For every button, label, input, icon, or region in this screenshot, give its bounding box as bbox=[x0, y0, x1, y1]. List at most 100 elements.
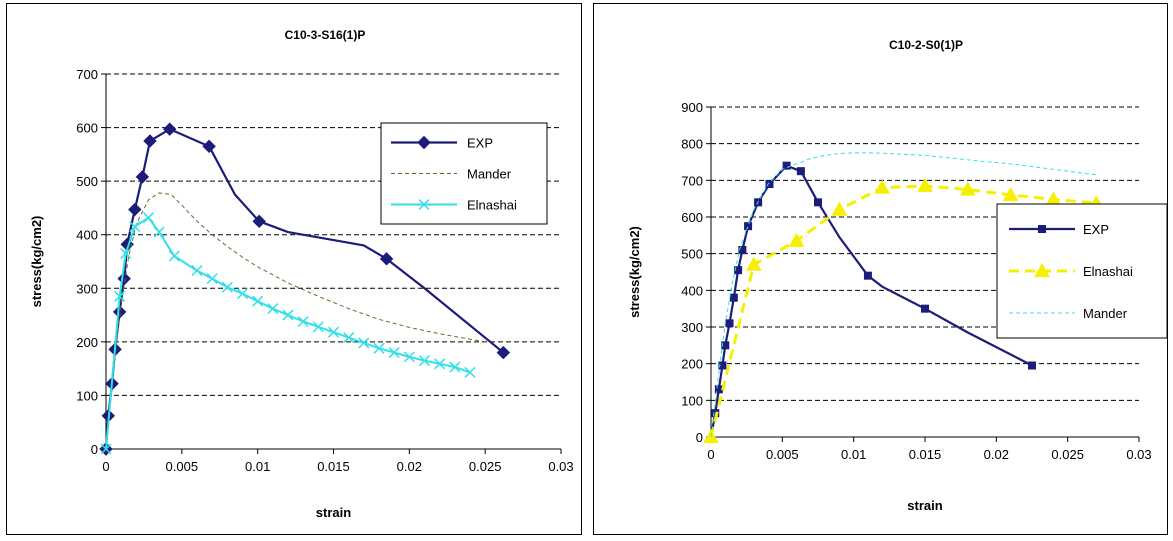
legend: EXP Mander Elnashai bbox=[380, 122, 548, 225]
data-point-elnashai-stroke-b bbox=[434, 358, 446, 370]
data-point-exp bbox=[128, 202, 142, 217]
data-point-elnashai bbox=[403, 351, 415, 363]
chart-panel-left: C10-3-S16(1)P 0 100 200 300 400 500 600 700 0 0.00… bbox=[6, 3, 582, 535]
y-tick-label: 600 bbox=[681, 210, 703, 225]
x-tick-label: 0 bbox=[102, 459, 109, 474]
y-tick-label: 300 bbox=[681, 320, 703, 335]
x-tick-label: 0.005 bbox=[766, 447, 799, 462]
x-tick-label: 0.025 bbox=[469, 459, 502, 474]
legend: EXP Elnashai Mander bbox=[996, 203, 1168, 339]
chart-title: C10-2-S0(1)P bbox=[889, 38, 963, 52]
data-point-elnashai-stroke-b bbox=[327, 326, 340, 338]
x-tick-label: 0.02 bbox=[984, 447, 1009, 462]
data-point-elnashai bbox=[917, 177, 933, 192]
chart-panel-right: C10-2-S0(1)P 0 100 200 300 400 500 600 700 800 900… bbox=[593, 3, 1168, 535]
legend-marker-exp bbox=[1038, 225, 1046, 233]
y-tick-label: 400 bbox=[681, 283, 703, 298]
legend-box bbox=[996, 203, 1168, 339]
data-point-elnashai bbox=[327, 326, 340, 338]
data-point-exp bbox=[1028, 361, 1036, 370]
data-point-elnashai-stroke-b bbox=[221, 281, 233, 293]
x-tick-label: 0.015 bbox=[909, 447, 942, 462]
data-point-elnashai bbox=[388, 347, 400, 359]
x-tick-label: 0.025 bbox=[1051, 447, 1084, 462]
y-tick-label: 600 bbox=[76, 121, 98, 136]
data-point-elnashai bbox=[373, 342, 385, 354]
data-point-exp bbox=[112, 305, 127, 319]
y-tick-label: 400 bbox=[76, 228, 98, 243]
y-tick-label: 300 bbox=[76, 281, 98, 296]
data-point-elnashai-stroke-b bbox=[449, 361, 461, 373]
x-tick-label: 0.01 bbox=[841, 447, 866, 462]
chart-right-svg: C10-2-S0(1)P 0 100 200 300 400 500 600 700 800 900… bbox=[627, 38, 1168, 513]
data-point-elnashai bbox=[168, 250, 180, 262]
y-tick-label: 700 bbox=[681, 173, 703, 188]
data-point-exp bbox=[814, 198, 822, 207]
series-line-elnashai bbox=[105, 216, 471, 450]
data-point-exp bbox=[117, 271, 131, 286]
data-point-elnashai-stroke-b bbox=[100, 443, 112, 455]
data-point-elnashai bbox=[434, 358, 446, 370]
legend-marker-elnashai bbox=[418, 198, 430, 211]
data-point-elnashai-stroke-b bbox=[252, 295, 264, 307]
series-mander bbox=[710, 152, 1097, 438]
data-point-exp bbox=[782, 161, 791, 170]
data-point-elnashai-stroke-b bbox=[142, 212, 154, 224]
x-tick-label: 0.01 bbox=[245, 459, 270, 474]
data-point-elnashai-stroke-b bbox=[114, 290, 126, 302]
y-tick-label: 700 bbox=[76, 67, 98, 82]
data-point-elnashai bbox=[120, 247, 132, 259]
chart-title: C10-3-S16(1)P bbox=[285, 28, 366, 42]
data-point-exp bbox=[721, 341, 730, 350]
data-point-exp bbox=[252, 214, 266, 229]
data-point-elnashai-stroke-b bbox=[282, 309, 294, 321]
data-point-elnashai-stroke-b bbox=[418, 355, 431, 367]
data-point-elnashai bbox=[1002, 186, 1019, 202]
y-tick-label: 100 bbox=[681, 393, 703, 408]
data-point-elnashai-stroke-b bbox=[343, 332, 355, 344]
data-point-elnashai bbox=[788, 232, 805, 247]
data-point-elnashai bbox=[831, 201, 848, 216]
series-line-mander bbox=[710, 152, 1097, 438]
data-point-exp bbox=[135, 170, 150, 184]
data-point-exp bbox=[734, 266, 743, 275]
data-point-elnashai-stroke-b bbox=[206, 273, 218, 285]
data-point-elnashai bbox=[464, 366, 476, 378]
data-point-elnashai-stroke-b bbox=[267, 303, 279, 315]
series-elnashai bbox=[100, 212, 476, 455]
data-point-elnashai bbox=[297, 315, 309, 328]
data-point-elnashai bbox=[206, 273, 218, 285]
data-point-elnashai bbox=[191, 265, 203, 277]
data-point-elnashai bbox=[745, 256, 762, 271]
data-point-elnashai bbox=[449, 361, 461, 373]
data-point-elnashai bbox=[343, 332, 355, 344]
data-point-elnashai-stroke-b bbox=[373, 342, 385, 354]
data-point-elnashai bbox=[418, 355, 431, 367]
data-point-exp bbox=[796, 167, 805, 176]
y-axis-label: stress(kg/cm2) bbox=[29, 216, 44, 308]
legend-label-elnashai: Elnashai bbox=[467, 198, 517, 213]
legend-marker-elnashai-stroke-b bbox=[418, 198, 430, 211]
data-point-elnashai bbox=[142, 212, 154, 224]
x-tick-label: 0.03 bbox=[548, 459, 573, 474]
chart-left-svg: C10-3-S16(1)P 0 100 200 300 400 500 600 700 0 0.00… bbox=[29, 28, 574, 520]
x-tick-label: 0 bbox=[707, 447, 714, 462]
data-point-exp bbox=[738, 246, 747, 254]
data-point-elnashai bbox=[221, 281, 233, 293]
data-point-exp bbox=[725, 319, 734, 328]
y-tick-label: 500 bbox=[681, 247, 703, 262]
data-point-elnashai-stroke-b bbox=[297, 315, 309, 328]
data-point-exp bbox=[729, 293, 738, 302]
data-point-exp bbox=[921, 304, 929, 313]
legend-marker-exp bbox=[417, 135, 431, 150]
data-point-elnashai bbox=[236, 288, 249, 300]
legend-label-mander: Mander bbox=[467, 167, 512, 182]
legend-label-mander: Mander bbox=[1083, 306, 1128, 321]
data-point-elnashai-stroke-b bbox=[120, 247, 132, 259]
data-point-elnashai bbox=[153, 226, 165, 238]
data-point-exp bbox=[765, 180, 774, 188]
data-point-elnashai bbox=[114, 290, 126, 302]
x-tick-label: 0.005 bbox=[166, 459, 199, 474]
legend-label-exp: EXP bbox=[1083, 222, 1109, 237]
data-point-elnashai-stroke-b bbox=[403, 351, 415, 363]
